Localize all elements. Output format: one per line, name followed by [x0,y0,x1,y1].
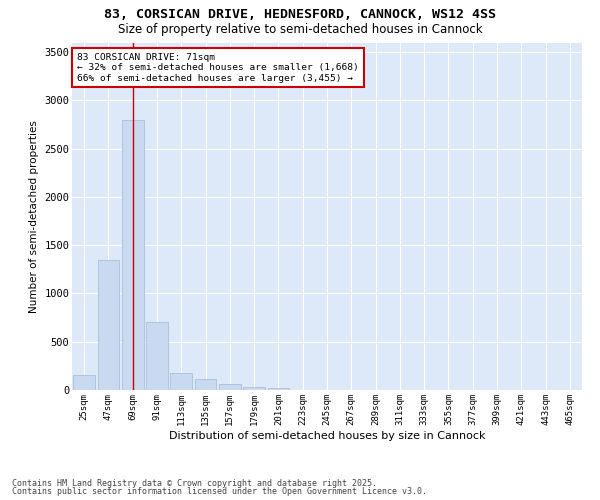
Bar [122,120,143,390]
Text: Size of property relative to semi-detached houses in Cannock: Size of property relative to semi-detach… [118,22,482,36]
Bar [170,373,192,390]
Bar [268,388,289,390]
Text: 83 CORSICAN DRIVE: 71sqm
← 32% of semi-detached houses are smaller (1,668)
66% o: 83 CORSICAN DRIVE: 71sqm ← 32% of semi-d… [77,53,359,82]
Text: Contains public sector information licensed under the Open Government Licence v3: Contains public sector information licen… [12,487,427,496]
Bar [194,380,217,390]
X-axis label: Distribution of semi-detached houses by size in Cannock: Distribution of semi-detached houses by … [169,430,485,440]
Y-axis label: Number of semi-detached properties: Number of semi-detached properties [29,120,38,312]
Text: 83, CORSICAN DRIVE, HEDNESFORD, CANNOCK, WS12 4SS: 83, CORSICAN DRIVE, HEDNESFORD, CANNOCK,… [104,8,496,20]
Bar [73,375,95,390]
Bar [243,387,265,390]
Bar [219,384,241,390]
Text: Contains HM Land Registry data © Crown copyright and database right 2025.: Contains HM Land Registry data © Crown c… [12,478,377,488]
Bar [146,322,168,390]
Bar [97,260,119,390]
